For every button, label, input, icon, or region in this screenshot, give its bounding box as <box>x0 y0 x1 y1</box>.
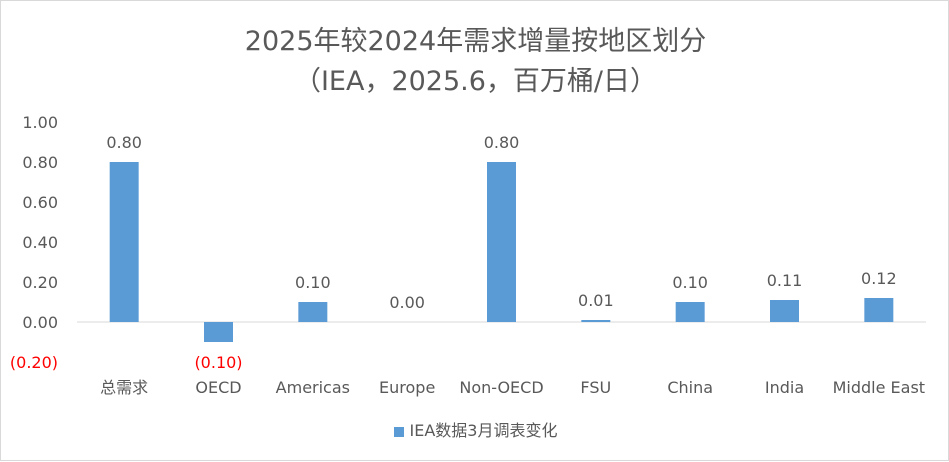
category-label: China <box>667 378 713 397</box>
category-label: India <box>765 378 804 397</box>
category-label: Americas <box>276 378 350 397</box>
bar <box>864 298 894 322</box>
data-label: 0.12 <box>861 269 897 288</box>
bar <box>204 322 233 342</box>
bar <box>675 302 705 322</box>
data-label: (0.10) <box>194 353 242 372</box>
y-tick-label: 0.00 <box>22 313 58 332</box>
category-label: OECD <box>195 378 241 397</box>
category-label: Europe <box>379 378 435 397</box>
category-label: 总需求 <box>100 378 148 397</box>
category-label: Middle East <box>833 378 925 397</box>
y-tick-label: 1.00 <box>22 113 58 132</box>
y-tick-label: 0.60 <box>22 193 58 212</box>
bar <box>109 162 139 322</box>
legend-label: IEA数据3月调表变化 <box>409 421 558 440</box>
data-label: 0.10 <box>672 273 708 292</box>
y-tick-label: 0.40 <box>22 233 58 252</box>
bar <box>581 320 611 322</box>
chart-subtitle: （IEA，2025.6，百万桶/日） <box>293 66 658 97</box>
category-label: Non-OECD <box>459 378 543 397</box>
data-label: 0.11 <box>767 271 803 290</box>
data-label: 0.80 <box>106 133 142 152</box>
data-label: 0.10 <box>295 273 331 292</box>
data-label: 0.00 <box>389 293 425 312</box>
y-tick-label: 0.20 <box>22 273 58 292</box>
category-label: FSU <box>580 378 611 397</box>
y-tick-label: (0.20) <box>10 353 58 372</box>
data-label: 0.80 <box>484 133 520 152</box>
bar <box>487 162 516 322</box>
y-tick-label: 0.80 <box>22 153 58 172</box>
legend-swatch <box>393 426 404 437</box>
bar <box>770 300 799 322</box>
bar <box>298 302 328 322</box>
data-label: 0.01 <box>578 291 614 310</box>
legend: IEA数据3月调表变化 <box>1 417 949 441</box>
chart-title: 2025年较2024年需求增量按地区划分 <box>244 26 707 57</box>
